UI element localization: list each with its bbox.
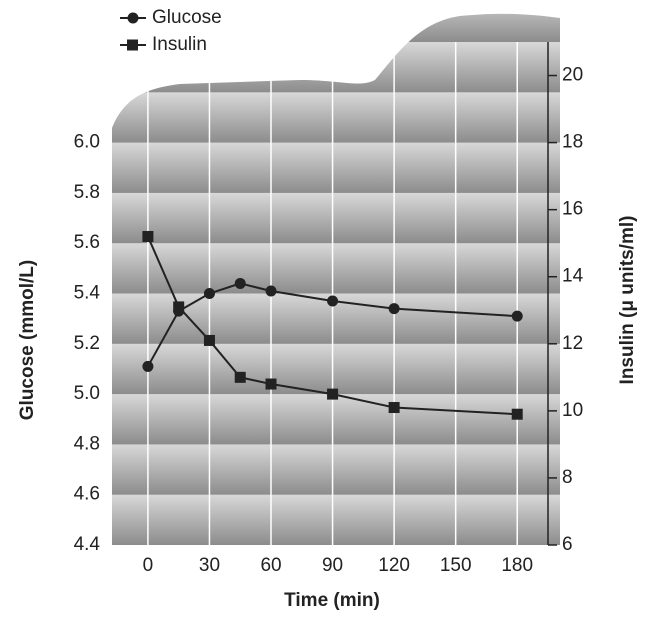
y2-tick-label: 14 (562, 266, 584, 287)
marker (265, 378, 277, 390)
plot-background (112, 13, 560, 545)
marker (203, 334, 215, 346)
legend-label: Insulin (152, 34, 207, 55)
marker (327, 388, 339, 400)
x-tick-label: 180 (501, 555, 533, 576)
marker (327, 295, 339, 307)
marker (388, 402, 400, 414)
y2-tick-label: 18 (562, 132, 583, 153)
band (112, 192, 560, 244)
y2-tick-label: 6 (562, 534, 573, 555)
legend-marker (127, 12, 139, 24)
y-tick-label: 6.0 (74, 132, 100, 153)
band (112, 444, 560, 495)
legend-marker (127, 39, 138, 51)
y-axis-label: Glucose (mmol/L) (17, 260, 38, 420)
x-tick-label: 150 (440, 555, 472, 576)
y2-axis-label: Insulin (μ units/ml) (617, 216, 638, 385)
y2-tick-label: 10 (562, 400, 583, 421)
band (112, 92, 560, 143)
y-tick-label: 4.6 (74, 484, 100, 505)
band (112, 142, 560, 193)
marker (511, 408, 523, 420)
y-tick-label: 5.6 (74, 232, 100, 253)
marker (203, 288, 215, 299)
y2-tick-label: 16 (562, 199, 583, 220)
band (112, 394, 560, 445)
y-tick-label: 5.8 (74, 182, 100, 203)
x-tick-label: 0 (143, 555, 154, 576)
marker (511, 310, 523, 322)
y-tick-label: 5.4 (74, 283, 101, 304)
marker (265, 285, 277, 297)
y2-tick-label: 12 (562, 333, 583, 354)
series-line (146, 236, 518, 416)
marker (142, 230, 154, 242)
y-tick-label: 4.4 (74, 534, 101, 555)
marker (173, 301, 185, 313)
x-tick-label: 120 (378, 555, 410, 576)
marker (234, 371, 246, 383)
y2-tick-label: 8 (562, 467, 573, 488)
band (112, 243, 560, 294)
y-tick-label: 4.8 (74, 433, 100, 454)
x-axis-label: Time (min) (284, 590, 380, 611)
marker (142, 360, 154, 372)
x-tick-label: 60 (260, 555, 281, 576)
y-tick-label: 5.2 (74, 333, 100, 354)
band (112, 343, 560, 395)
legend-label: Glucose (152, 7, 222, 28)
band (112, 494, 560, 545)
x-tick-label: 90 (322, 555, 343, 576)
marker (234, 277, 246, 289)
y2-tick-label: 20 (562, 65, 583, 86)
y-tick-label: 5.0 (74, 383, 100, 404)
marker (388, 303, 400, 315)
x-tick-label: 30 (199, 555, 220, 576)
